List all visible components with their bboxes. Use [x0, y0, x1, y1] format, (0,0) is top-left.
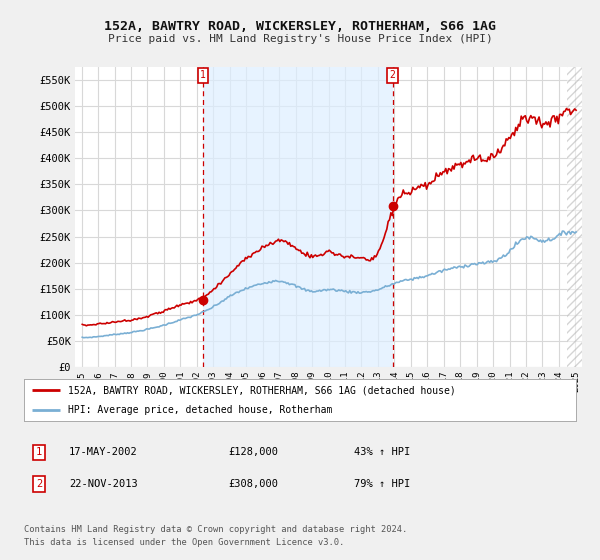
Text: £308,000: £308,000 [228, 479, 278, 489]
Bar [567, 67, 582, 367]
Bar [203, 67, 392, 367]
Text: 152A, BAWTRY ROAD, WICKERSLEY, ROTHERHAM, S66 1AG (detached house): 152A, BAWTRY ROAD, WICKERSLEY, ROTHERHAM… [68, 385, 456, 395]
Text: Price paid vs. HM Land Registry's House Price Index (HPI): Price paid vs. HM Land Registry's House … [107, 34, 493, 44]
Text: 43% ↑ HPI: 43% ↑ HPI [354, 447, 410, 458]
Text: 17-MAY-2002: 17-MAY-2002 [69, 447, 138, 458]
Text: HPI: Average price, detached house, Rotherham: HPI: Average price, detached house, Roth… [68, 405, 332, 415]
Text: 152A, BAWTRY ROAD, WICKERSLEY, ROTHERHAM, S66 1AG: 152A, BAWTRY ROAD, WICKERSLEY, ROTHERHAM… [104, 20, 496, 33]
Text: 1: 1 [200, 70, 206, 80]
Text: 22-NOV-2013: 22-NOV-2013 [69, 479, 138, 489]
Text: This data is licensed under the Open Government Licence v3.0.: This data is licensed under the Open Gov… [24, 538, 344, 547]
Text: £128,000: £128,000 [228, 447, 278, 458]
Text: 2: 2 [390, 70, 395, 80]
Text: 2: 2 [36, 479, 42, 489]
Text: 79% ↑ HPI: 79% ↑ HPI [354, 479, 410, 489]
Text: Contains HM Land Registry data © Crown copyright and database right 2024.: Contains HM Land Registry data © Crown c… [24, 525, 407, 534]
Text: 1: 1 [36, 447, 42, 458]
